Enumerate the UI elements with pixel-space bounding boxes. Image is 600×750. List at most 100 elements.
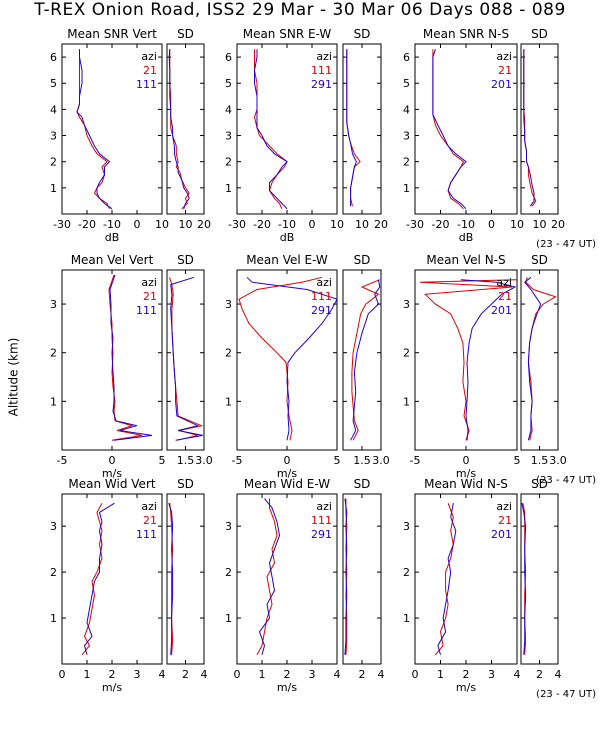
panel-title: Mean Vel E-W (246, 253, 328, 267)
x-tick-label: 0 (488, 218, 495, 231)
y-tick-label: 3 (403, 130, 410, 143)
x-tick-label: 0 (109, 454, 116, 467)
series-line-b (76, 49, 113, 210)
panel-title: SD (354, 477, 371, 491)
legend-azimuth-a: 21 (498, 514, 512, 527)
series-line-b (460, 279, 517, 441)
y-tick-label: 2 (50, 347, 57, 360)
x-tick-label: 2 (109, 668, 116, 681)
y-tick-label: 2 (50, 566, 57, 579)
legend-azimuth-b: 111 (136, 304, 157, 317)
x-tick-label: 4 (334, 668, 341, 681)
x-tick-label: -20 (432, 218, 450, 231)
figure-title: T-REX Onion Road, ISS2 29 Mar - 30 Mar 0… (34, 0, 566, 20)
panel-title: SD (354, 253, 371, 267)
panel-title: Mean Wid E-W (244, 477, 330, 491)
legend-azimuth-b: 201 (491, 528, 512, 541)
panel-title: SD (177, 27, 194, 41)
x-tick-label: 3.0 (549, 454, 567, 467)
series-line-a (432, 49, 465, 210)
x-axis-label: m/s (456, 467, 476, 480)
legend-azimuth-a: 21 (143, 64, 157, 77)
x-tick-label: 0 (309, 218, 316, 231)
series-line-a (169, 503, 174, 655)
time-range-label: (23 - 47 UT) (536, 475, 596, 486)
legend-azimuth-b: 201 (491, 78, 512, 91)
legend-azimuth-a: 21 (143, 290, 157, 303)
legend-azimuth-b: 291 (311, 78, 332, 91)
series-line-a (253, 49, 288, 210)
y-tick-label: 6 (225, 51, 232, 64)
legend-header: azi (496, 276, 512, 289)
x-tick-label: 0 (134, 218, 141, 231)
x-tick-label: 5 (334, 454, 341, 467)
panel-title: SD (177, 253, 194, 267)
x-tick-label: 3.0 (195, 454, 213, 467)
x-tick-label: 4 (555, 668, 562, 681)
legend-azimuth-a: 21 (498, 64, 512, 77)
y-tick-label: 6 (50, 51, 57, 64)
x-axis-label: m/s (456, 681, 476, 694)
x-tick-label: 2 (463, 668, 470, 681)
series-line-a (435, 503, 454, 656)
y-tick-label: 3 (50, 130, 57, 143)
legend-azimuth-b: 111 (136, 528, 157, 541)
y-tick-label: 3 (50, 520, 57, 533)
y-tick-label: 4 (403, 103, 410, 116)
series-line-b (437, 503, 457, 655)
legend-header: azi (141, 276, 157, 289)
x-tick-label: -30 (228, 218, 246, 231)
legend-header: azi (316, 276, 332, 289)
x-tick-label: 1.5 (531, 454, 549, 467)
series-line-a (420, 279, 518, 441)
panel-title: Mean Wid N-S (424, 477, 508, 491)
series-line-b (350, 279, 381, 441)
panel-title: Mean Vel Vert (71, 253, 154, 267)
legend-header: azi (316, 50, 332, 63)
x-axis-label: dB (459, 231, 474, 244)
x-tick-label: 1 (437, 668, 444, 681)
panel-title: Mean SNR E-W (243, 27, 332, 41)
x-tick-label: 2 (182, 668, 189, 681)
x-axis-label: m/s (277, 467, 297, 480)
y-tick-label: 1 (225, 612, 232, 625)
x-tick-label: 0 (463, 454, 470, 467)
series-line-b (523, 49, 535, 207)
x-axis-label: m/s (102, 681, 122, 694)
x-tick-label: 5 (514, 454, 521, 467)
series-line-a (169, 277, 204, 441)
x-tick-label: -20 (78, 218, 96, 231)
panel-title: Mean Wid Vert (68, 477, 155, 491)
x-axis-label: m/s (277, 681, 297, 694)
series-line-a (346, 49, 361, 207)
y-tick-label: 2 (403, 347, 410, 360)
legend-header: azi (141, 50, 157, 63)
y-tick-label: 1 (225, 182, 232, 195)
series-line-a (523, 49, 537, 207)
x-tick-label: 0 (59, 668, 66, 681)
x-tick-label: 5 (159, 454, 166, 467)
y-tick-label: 4 (225, 103, 232, 116)
legend-azimuth-a: 21 (143, 514, 157, 527)
x-tick-label: 3 (134, 668, 141, 681)
legend-azimuth-b: 201 (491, 304, 512, 317)
time-range-label: (23 - 47 UT) (536, 689, 596, 700)
x-tick-label: 10 (533, 218, 547, 231)
series-line-b (168, 503, 174, 655)
x-tick-label: -5 (232, 454, 243, 467)
legend-azimuth-a: 21 (498, 290, 512, 303)
x-tick-label: 1.5 (177, 454, 195, 467)
series-line-a (525, 277, 557, 441)
series-line-a (81, 502, 103, 656)
panel-frame (342, 43, 382, 215)
series-line-b (346, 49, 357, 207)
x-tick-label: -20 (253, 218, 271, 231)
y-tick-label: 3 (403, 520, 410, 533)
series-line-a (76, 49, 110, 210)
x-tick-label: 10 (330, 218, 344, 231)
legend-header: azi (141, 500, 157, 513)
y-tick-label: 2 (403, 566, 410, 579)
panel-title: Mean Vel N-S (426, 253, 505, 267)
series-line-b (523, 276, 542, 441)
legend-header: azi (496, 500, 512, 513)
